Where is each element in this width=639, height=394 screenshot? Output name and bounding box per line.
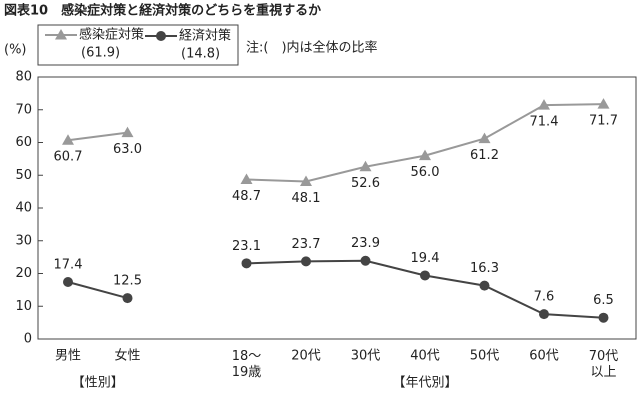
value-label: 60.7 xyxy=(54,150,83,165)
x-tick-label: 30代 xyxy=(351,349,381,364)
y-tick-label: 10 xyxy=(15,299,32,314)
marker xyxy=(122,293,133,304)
chart-title: 図表10 感染症対策と経済対策のどちらを重視するか xyxy=(4,3,321,19)
group-label: 【年代別】 xyxy=(392,376,457,391)
legend-overall: (61.9) xyxy=(81,46,120,61)
value-label: 23.7 xyxy=(292,237,321,252)
marker xyxy=(156,31,166,41)
marker xyxy=(240,173,253,185)
marker xyxy=(241,258,252,269)
value-label: 16.3 xyxy=(470,261,499,276)
legend-label: 経済対策 xyxy=(179,28,231,44)
x-tick-label: 男性 xyxy=(55,349,81,364)
marker xyxy=(63,277,73,288)
y-tick-label: 60 xyxy=(15,135,32,150)
marker xyxy=(300,175,312,186)
value-label: 23.9 xyxy=(351,236,380,251)
marker xyxy=(598,312,609,323)
y-tick-label: 70 xyxy=(15,102,32,117)
value-label: 52.6 xyxy=(351,176,380,191)
marker xyxy=(62,134,74,145)
value-label: 12.5 xyxy=(113,274,142,289)
value-label: 7.6 xyxy=(534,290,555,305)
x-tick-label: 50代 xyxy=(470,349,500,364)
x-tick-label: 70代以上 xyxy=(589,349,619,380)
marker xyxy=(478,132,491,144)
value-label: 71.4 xyxy=(530,115,559,130)
value-label: 48.1 xyxy=(292,191,321,206)
y-axis-label: (%) xyxy=(4,43,27,58)
y-tick-label: 80 xyxy=(15,70,32,85)
value-label: 63.0 xyxy=(113,142,142,157)
legend-label: 感染症対策 xyxy=(79,27,144,43)
x-tick-label: 女性 xyxy=(114,348,140,364)
y-tick-label: 0 xyxy=(24,332,32,347)
marker xyxy=(121,126,134,138)
note: 注:( )内は全体の比率 xyxy=(246,40,378,56)
y-tick-label: 40 xyxy=(15,201,32,216)
marker xyxy=(539,309,549,320)
value-label: 23.1 xyxy=(232,239,261,254)
value-label: 56.0 xyxy=(411,165,440,180)
marker xyxy=(55,29,67,40)
marker xyxy=(597,98,610,109)
marker xyxy=(359,160,372,172)
series-line xyxy=(67,259,604,319)
series-line xyxy=(67,103,604,183)
marker xyxy=(479,280,490,291)
x-tick-label: 18～ 19歳 xyxy=(232,349,262,380)
group-label: 【性別】 xyxy=(72,376,124,391)
marker xyxy=(420,270,430,281)
value-label: 48.7 xyxy=(232,189,261,204)
value-label: 19.4 xyxy=(411,251,440,266)
value-label: 71.7 xyxy=(589,114,618,129)
marker xyxy=(538,99,550,110)
value-label: 61.2 xyxy=(470,148,499,163)
marker xyxy=(360,255,371,266)
marker xyxy=(419,149,431,161)
legend-overall: (14.8) xyxy=(181,47,220,62)
x-tick-label: 20代 xyxy=(291,349,321,364)
x-tick-label: 60代 xyxy=(529,349,559,364)
value-label: 17.4 xyxy=(54,258,83,273)
y-tick-label: 20 xyxy=(15,266,32,281)
legend-box xyxy=(37,24,239,66)
x-tick-label: 40代 xyxy=(410,349,440,364)
y-tick-label: 30 xyxy=(15,233,32,248)
value-label: 6.5 xyxy=(593,293,614,308)
marker xyxy=(301,256,311,267)
y-tick-label: 50 xyxy=(15,168,32,183)
